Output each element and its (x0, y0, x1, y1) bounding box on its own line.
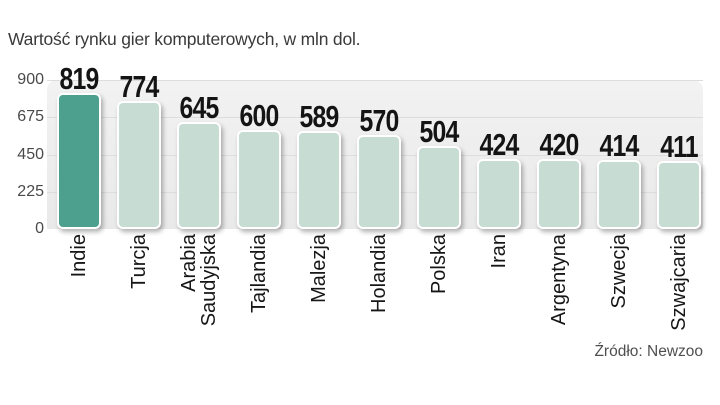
bar-category-label: Szwecja (608, 234, 630, 309)
y-axis-tick-label: 225 (17, 182, 44, 200)
bar-value-label: 819 (59, 61, 100, 97)
bar-category-label: Polska (428, 234, 450, 295)
bar-category-label: Argentyna (548, 234, 570, 326)
source-label: Źródło: Newzoo (594, 343, 703, 360)
bar-category-label: Turcja (128, 234, 150, 289)
chart-title: Wartość rynku gier komputerowych, w mln … (8, 29, 361, 49)
bar (177, 122, 221, 229)
bar-category-label: Holandia (368, 234, 390, 313)
bar (657, 160, 701, 229)
y-axis-tick-label: 675 (17, 108, 44, 126)
bar-category-label: Szwajcaria (668, 234, 690, 331)
bar-value-label: 570 (359, 102, 400, 138)
bar (537, 159, 581, 229)
bar (417, 145, 461, 229)
bar (237, 129, 281, 229)
bar-value-label: 411 (660, 128, 698, 164)
bar-category-label: Malezja (308, 234, 330, 303)
bar (117, 100, 161, 229)
bar-category-label: Indie (68, 234, 90, 278)
bar-value-label: 589 (299, 99, 340, 135)
y-axis-tick-label: 0 (35, 220, 44, 237)
bar (357, 134, 401, 229)
bar-value-label: 414 (599, 128, 640, 164)
bar (597, 160, 641, 229)
bar-value-label: 504 (419, 113, 460, 149)
y-axis-tick-label: 450 (17, 145, 44, 163)
bar-value-label: 420 (539, 127, 580, 163)
bar (477, 158, 521, 229)
bar-category-label: Iran (488, 234, 510, 269)
bar-value-label: 645 (179, 90, 220, 126)
bar-value-label: 424 (479, 126, 520, 162)
y-axis-tick-label: 900 (17, 71, 44, 88)
bar-category-label: Tajlandia (248, 234, 270, 313)
gridline (47, 117, 703, 119)
gridline (47, 80, 703, 81)
bar-category-label: Arabia Saudyjska (178, 234, 220, 327)
bar-value-label: 774 (119, 68, 160, 104)
bar (297, 131, 341, 229)
bar (57, 93, 101, 229)
bar-value-label: 600 (239, 97, 280, 133)
